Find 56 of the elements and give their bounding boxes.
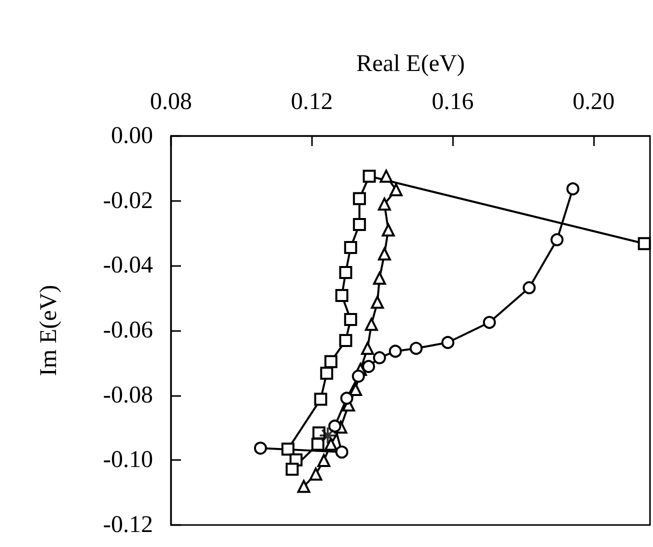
- point: [281, 442, 294, 456]
- point: [388, 344, 402, 358]
- point: [522, 281, 536, 294]
- point: [344, 312, 358, 326]
- point: [566, 182, 580, 196]
- point: [380, 170, 393, 183]
- point: [286, 462, 299, 476]
- point: [352, 192, 366, 206]
- x-tick-label: 0.08: [150, 89, 192, 115]
- point: [320, 366, 334, 380]
- y-tick-label: -0.08: [103, 382, 153, 408]
- point: [550, 233, 564, 246]
- point: [378, 247, 391, 260]
- point: [482, 316, 496, 329]
- y-tick-label: -0.12: [103, 512, 153, 538]
- point: [441, 336, 454, 349]
- y-tick-label: -0.10: [103, 447, 153, 474]
- y-tick-label: -0.02: [103, 188, 153, 214]
- x-tick-label: 0.12: [290, 89, 333, 115]
- point: [352, 370, 365, 383]
- point: [382, 224, 395, 237]
- point: [328, 420, 342, 433]
- y-axis-title: Im E(eV): [36, 284, 62, 376]
- point: [339, 334, 352, 348]
- point: [335, 288, 348, 302]
- point: [378, 198, 391, 211]
- y-tick-label: -0.04: [103, 252, 153, 279]
- point: [361, 342, 374, 355]
- point: [324, 438, 338, 451]
- point: [362, 170, 376, 183]
- point: [410, 342, 423, 355]
- point: [318, 426, 337, 445]
- point: [340, 392, 354, 405]
- y-tick-label: 0.00: [111, 123, 153, 149]
- point: [373, 272, 386, 285]
- point: [349, 383, 362, 396]
- point: [254, 442, 267, 455]
- point: [339, 266, 352, 279]
- x-axis-title: Real E(eV): [356, 51, 465, 77]
- point: [324, 355, 338, 368]
- x-tick-label: 0.20: [572, 89, 615, 115]
- point: [362, 360, 376, 373]
- point: [317, 454, 330, 467]
- point: [344, 241, 358, 254]
- point: [352, 218, 366, 231]
- point: [309, 468, 322, 481]
- point: [370, 296, 384, 309]
- x-tick-label: 0.16: [432, 89, 474, 115]
- point: [638, 237, 651, 250]
- y-tick-label: -0.06: [103, 318, 153, 344]
- point: [364, 318, 378, 331]
- point: [314, 392, 328, 406]
- point: [390, 183, 403, 196]
- point: [373, 351, 386, 364]
- point: [297, 480, 310, 493]
- point: [335, 446, 348, 459]
